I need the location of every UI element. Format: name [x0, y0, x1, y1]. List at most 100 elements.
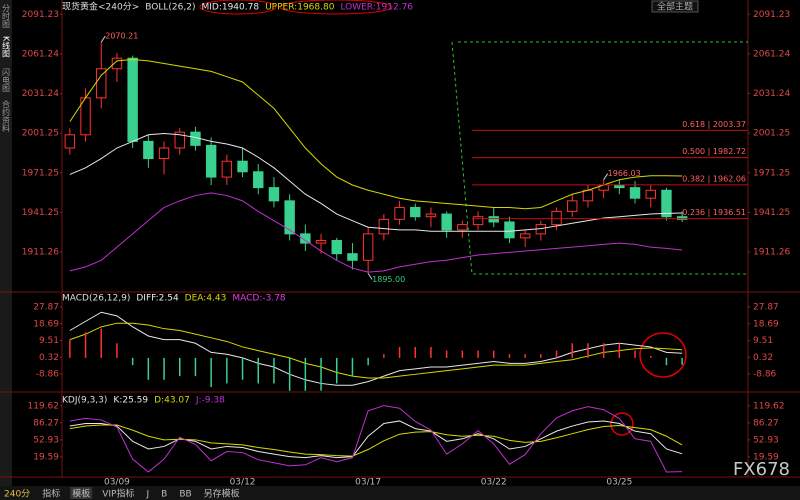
- y-tick-label: 2091.23: [22, 10, 59, 20]
- candle-body: [567, 200, 578, 212]
- extreme-label: 2070.21: [105, 32, 138, 41]
- indicator-line: [69, 420, 683, 459]
- candle-body: [205, 144, 217, 178]
- y-tick-label: 27.87: [753, 303, 779, 313]
- toolbar-item[interactable]: VIP指标: [102, 488, 134, 500]
- candle-body: [300, 233, 311, 244]
- y-tick-label: 1941.25: [753, 208, 790, 218]
- y-tick-label: 9.51: [753, 336, 773, 346]
- candle-body: [504, 221, 515, 239]
- extreme-pointer: [100, 35, 106, 43]
- candle-body: [394, 206, 405, 220]
- candle-body: [488, 216, 499, 223]
- toolbar-item[interactable]: 240分: [4, 489, 30, 500]
- candle-body: [221, 160, 233, 178]
- theme-button[interactable]: 全部主题: [657, 1, 693, 13]
- y-tick-label: 2001.25: [753, 129, 790, 139]
- sidebar: [0, 0, 12, 486]
- candle-body: [441, 213, 452, 231]
- fib-box: [451, 41, 748, 275]
- sidebar-tab[interactable]: 闪电图: [2, 68, 11, 93]
- candle-body: [315, 239, 327, 244]
- legend-entry: DEA:4.43: [185, 294, 227, 304]
- sidebar-tab[interactable]: 合约资料: [2, 99, 11, 133]
- candle-body: [158, 147, 170, 160]
- toolbar: [0, 486, 800, 500]
- highlight: [610, 412, 634, 436]
- y-tick-label: 0.32: [753, 353, 773, 363]
- fib-label: 0.382 | 1962.06: [682, 174, 746, 183]
- panel-title: KDJ(9,3,3): [62, 396, 107, 406]
- candle-body: [551, 210, 562, 226]
- toolbar-item[interactable]: 模板: [72, 488, 90, 500]
- candle-body: [237, 160, 248, 173]
- y-tick-label: -8.86: [36, 370, 60, 380]
- legend-entry: K:25.59: [113, 396, 148, 406]
- toolbar-item[interactable]: B: [161, 490, 167, 500]
- legend-entry: DIFF:2.54: [136, 294, 179, 304]
- candle-body: [472, 216, 484, 226]
- sidebar-tab[interactable]: K线图: [2, 36, 11, 58]
- theme-button-box[interactable]: [651, 0, 699, 13]
- indicator-line: [69, 59, 683, 210]
- fib-label: 0.236 | 1936.51: [682, 208, 746, 217]
- candle-body: [582, 189, 594, 202]
- candle-body: [362, 233, 374, 261]
- y-tick-label: 18.69: [33, 319, 59, 329]
- watermark: FX678: [733, 459, 790, 480]
- sidebar-tab[interactable]: 分时图: [2, 4, 11, 29]
- toolbar-item[interactable]: J: [145, 490, 149, 500]
- indicator-line: [69, 132, 683, 232]
- y-tick-label: 86.27: [753, 418, 779, 428]
- y-tick-label: 52.93: [753, 435, 779, 445]
- candle-body: [331, 239, 342, 255]
- candle-body: [410, 206, 421, 218]
- legend-entry: UPPER:1968.80: [265, 3, 335, 13]
- y-tick-label: 86.27: [33, 418, 59, 428]
- candle-body: [111, 57, 123, 70]
- y-tick-label: 0.32: [39, 353, 59, 363]
- y-tick-label: 1911.26: [22, 248, 59, 258]
- candle-body: [143, 140, 154, 160]
- x-tick-label: 03/17: [355, 478, 381, 488]
- extreme-pointer: [367, 273, 373, 280]
- candle-body: [127, 57, 138, 142]
- candle-body: [645, 189, 656, 199]
- indicator-line: [69, 311, 683, 386]
- legend-entry: D:43.07: [154, 396, 190, 406]
- y-tick-label: 19.59: [33, 452, 59, 462]
- x-tick-label: 03/25: [606, 478, 632, 488]
- highlight: [279, 0, 393, 15]
- extreme-pointer: [603, 173, 609, 180]
- highlight: [639, 332, 687, 378]
- candle-body: [347, 253, 358, 261]
- candle-body: [268, 187, 280, 202]
- candle-body: [457, 224, 468, 231]
- indicator-line: [69, 424, 683, 457]
- x-tick-label: 03/12: [230, 478, 256, 488]
- y-tick-label: 1911.26: [753, 248, 790, 258]
- y-tick-label: 1941.25: [22, 208, 59, 218]
- extreme-label: 1966.03: [608, 169, 641, 178]
- legend-entry: J:-9.38: [195, 396, 225, 406]
- toolbar-active: [70, 487, 93, 499]
- toolbar-item[interactable]: BB: [179, 490, 191, 500]
- legend-entry: MACD:-3.78: [232, 294, 286, 304]
- y-tick-label: -8.86: [753, 370, 777, 380]
- y-tick-label: 27.87: [33, 303, 59, 313]
- x-tick-label: 03/22: [481, 478, 507, 488]
- toolbar-item[interactable]: 另存模板: [204, 488, 240, 500]
- y-tick-label: 119.62: [28, 401, 60, 411]
- candle-body: [284, 200, 295, 235]
- legend-entry: MID:1940.78: [201, 3, 259, 13]
- indicator-line: [69, 405, 683, 473]
- candle-body: [629, 187, 641, 199]
- candle-body: [64, 134, 76, 149]
- y-tick-label: 2061.24: [22, 49, 59, 59]
- extreme-label: 1895.00: [372, 275, 405, 284]
- indicator-line: [69, 322, 683, 379]
- x-tick-label: 03/09: [104, 478, 130, 488]
- fib-label: 0.618 | 2003.37: [682, 120, 746, 129]
- toolbar-item[interactable]: 指标: [42, 488, 60, 500]
